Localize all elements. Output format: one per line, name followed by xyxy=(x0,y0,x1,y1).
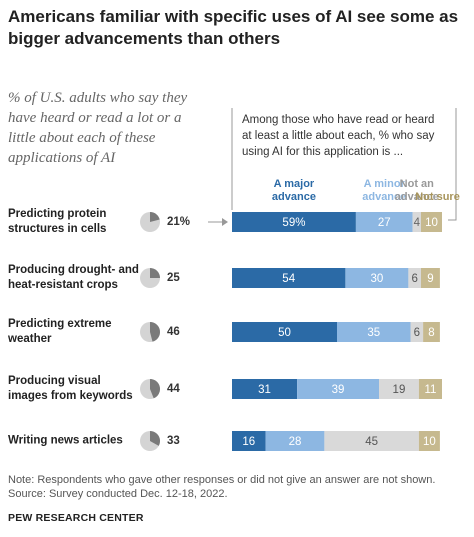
value-label: 30 xyxy=(371,273,384,285)
bar-segment xyxy=(324,431,419,451)
value-label: 54 xyxy=(282,273,295,285)
bar-segment xyxy=(421,212,442,232)
value-label: 6 xyxy=(411,273,417,285)
pie-label: 46 xyxy=(167,326,180,338)
bar-segment xyxy=(423,322,440,342)
bar-segment xyxy=(421,268,440,288)
bar-segment xyxy=(232,431,266,451)
arrow-head xyxy=(222,218,228,226)
value-label: 39 xyxy=(332,384,345,396)
pie-slice xyxy=(150,212,160,222)
bar-segment xyxy=(232,379,298,399)
value-label: 31 xyxy=(258,384,271,396)
category-label: Predicting protein structures in cells xyxy=(8,208,107,235)
bar-segment xyxy=(337,322,411,342)
pie-label: 21% xyxy=(167,216,190,228)
value-label: 50 xyxy=(278,327,291,339)
value-label: 4 xyxy=(414,217,421,229)
value-label: 10 xyxy=(425,217,438,229)
chart-title: Americans familiar with specific uses of… xyxy=(8,7,459,48)
bar-header: Among those who have read or heard at le… xyxy=(242,114,435,158)
value-label: 10 xyxy=(423,436,436,448)
bar-segment xyxy=(418,379,442,399)
pie-label: 25 xyxy=(167,272,180,284)
value-label: 9 xyxy=(427,273,433,285)
bar-segment xyxy=(232,268,346,288)
pie-slice xyxy=(150,322,160,342)
category-label: Writing news articles xyxy=(8,434,123,447)
legend-label: A minor advance xyxy=(362,178,407,203)
pie-label: 33 xyxy=(167,435,180,447)
value-label: 35 xyxy=(367,327,380,339)
bar-segment xyxy=(345,268,409,288)
legend-label: Not sure xyxy=(415,191,460,203)
pie-slice xyxy=(150,268,160,278)
bar-segment xyxy=(412,212,421,232)
pie-slice xyxy=(150,379,160,399)
category-label: Producing visual images from keywords xyxy=(8,375,133,402)
pie-label: 44 xyxy=(167,383,180,395)
bar-segment xyxy=(418,431,440,451)
bar-segment xyxy=(355,212,413,232)
value-label: 11 xyxy=(424,384,436,396)
category-label: Predicting extreme weather xyxy=(8,318,112,345)
value-label: 6 xyxy=(414,327,420,339)
bar-segment xyxy=(410,322,424,342)
value-label: 16 xyxy=(242,436,255,448)
pie-slice xyxy=(150,431,160,446)
org: PEW RESEARCH CENTER xyxy=(8,512,144,524)
bar-segment xyxy=(232,212,356,232)
bar-segment xyxy=(265,431,325,451)
bracket xyxy=(448,108,457,221)
legend-label: Not an advance xyxy=(394,178,439,203)
bar-segment xyxy=(379,379,419,399)
subtitle: % of U.S. adults who say they have heard… xyxy=(8,90,188,166)
bar-segment xyxy=(408,268,421,288)
value-label: 19 xyxy=(393,384,406,396)
note: Note: Respondents who gave other respons… xyxy=(8,474,436,486)
bar-segment xyxy=(297,379,379,399)
source: Source: Survey conducted Dec. 12-18, 202… xyxy=(8,488,228,500)
value-label: 27 xyxy=(378,217,391,229)
value-label: 59% xyxy=(282,217,305,229)
category-label: Producing drought- and heat-resistant cr… xyxy=(8,264,139,291)
value-label: 8 xyxy=(428,327,434,339)
legend-label: A major advance xyxy=(271,178,316,203)
bar-segment xyxy=(232,322,337,342)
value-label: 28 xyxy=(289,436,302,448)
value-label: 45 xyxy=(365,436,378,448)
